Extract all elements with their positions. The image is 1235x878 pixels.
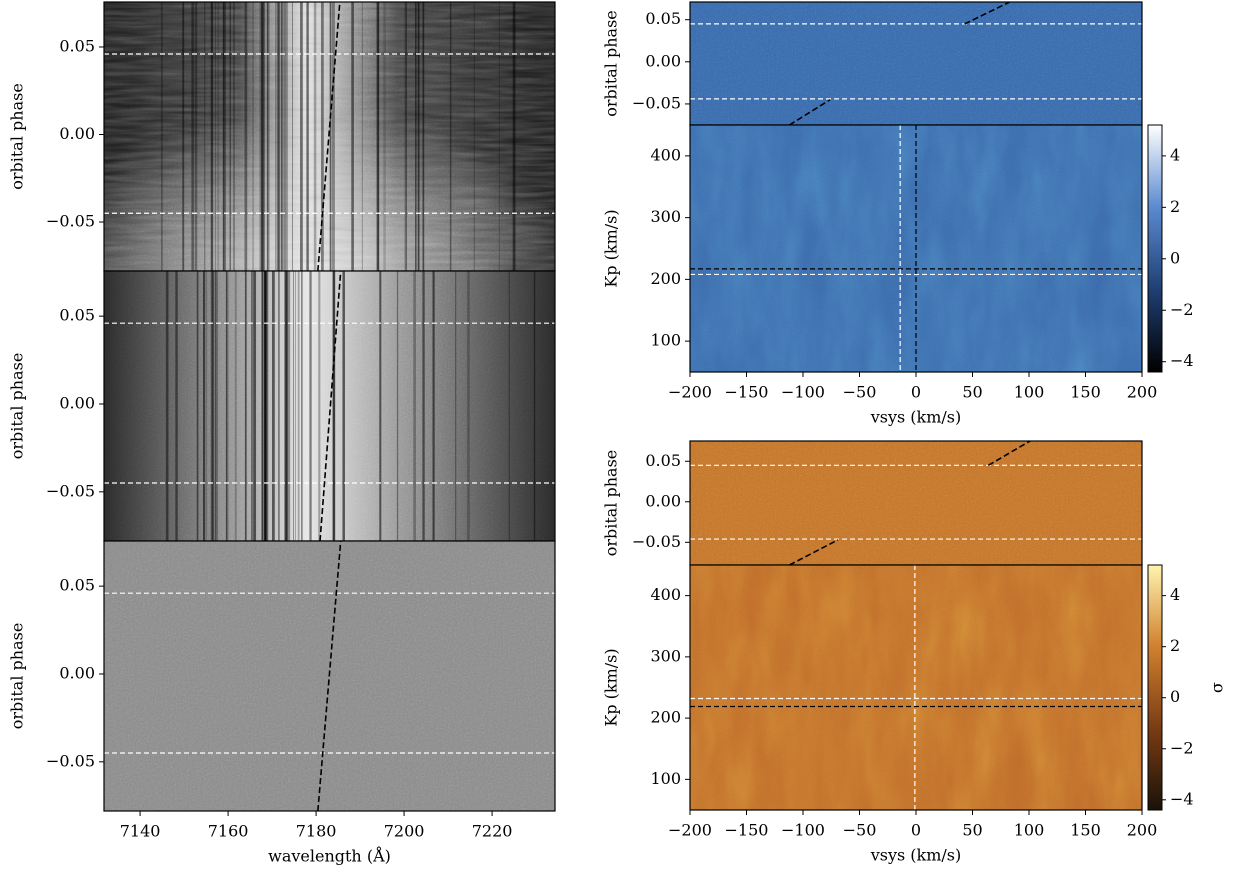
y-tick-label: 0.00 (645, 491, 681, 510)
colorbar-tick-label: 2 (1170, 197, 1180, 216)
x-tick-label: 150 (1070, 383, 1101, 402)
axes-frame (103, 540, 556, 812)
x-tick-label: 7140 (120, 822, 161, 841)
x-tick-label: −200 (668, 383, 712, 402)
y-tick-label: 400 (650, 585, 681, 604)
planet-trail (789, 539, 839, 565)
planet-trail (317, 541, 342, 811)
y-tick-label: 0.00 (59, 393, 95, 412)
x-tick-label: −150 (725, 383, 769, 402)
heatmap-texture (690, 565, 1142, 810)
x-tick-label: 50 (962, 383, 982, 402)
x-tick-label: −50 (843, 821, 877, 840)
y-tick-label: 300 (650, 207, 681, 226)
y-tick-label: 100 (650, 331, 681, 350)
x-tick-label: −100 (781, 383, 825, 402)
planet-trail (789, 99, 831, 125)
x-tick-label: −150 (725, 821, 769, 840)
x-tick-label: 100 (1014, 383, 1045, 402)
x-tick-label: 50 (962, 821, 982, 840)
x-tick-label: 100 (1014, 821, 1045, 840)
y-tick-label: 0.00 (59, 663, 95, 682)
y-tick-label: 400 (650, 145, 681, 164)
colorbar-tick-label: 2 (1170, 636, 1180, 655)
x-tick-label: 0 (911, 821, 921, 840)
y-axis-label: Kp (km/s) (602, 648, 621, 726)
y-tick-label: 0.00 (645, 51, 681, 70)
colorbar-tick-label: 4 (1170, 145, 1180, 164)
x-axis-label: vsys (km/s) (870, 846, 962, 865)
y-tick-label: 0.00 (59, 124, 95, 143)
y-axis-label: orbital phase (8, 623, 27, 730)
x-tick-label: −50 (843, 383, 877, 402)
colorbar-tick-label: 0 (1170, 687, 1180, 706)
heatmap (104, 271, 555, 541)
x-tick-label: 200 (1127, 821, 1158, 840)
y-tick-label: −0.05 (46, 211, 95, 230)
planet-trail (987, 441, 1031, 467)
heatmap-texture (690, 441, 1142, 565)
heatmap-texture (690, 2, 1142, 125)
x-tick-label: 7220 (472, 822, 513, 841)
heatmap (104, 541, 555, 811)
colorbar (1147, 124, 1163, 373)
y-axis-label: orbital phase (8, 353, 27, 460)
planet-trail (964, 2, 1011, 25)
colorbar-label: σ (1208, 682, 1227, 693)
heatmap (690, 125, 1142, 372)
colorbar-tick-label: 4 (1170, 585, 1180, 604)
colorbar-tick-label: 0 (1170, 248, 1180, 267)
colorbar-tick-label: −2 (1170, 738, 1194, 757)
y-tick-label: 300 (650, 646, 681, 665)
x-tick-label: −100 (781, 821, 825, 840)
heatmap (690, 441, 1142, 565)
y-axis-label: orbital phase (8, 83, 27, 190)
x-tick-label: 7160 (208, 822, 249, 841)
heatmap (690, 565, 1142, 810)
y-tick-label: −0.05 (46, 751, 95, 770)
y-tick-label: 200 (650, 269, 681, 288)
colorbar-tick-label: −2 (1170, 300, 1194, 319)
y-tick-label: −0.05 (632, 532, 681, 551)
y-tick-label: 0.05 (645, 9, 681, 28)
x-tick-label: 0 (911, 383, 921, 402)
colorbar (1147, 564, 1163, 811)
x-tick-label: 7200 (384, 822, 425, 841)
y-tick-label: 0.05 (645, 451, 681, 470)
colorbar-tick-label: −4 (1170, 351, 1194, 370)
x-tick-label: 7180 (296, 822, 337, 841)
y-axis-label: orbital phase (602, 10, 621, 117)
heatmap-texture (104, 271, 555, 541)
y-tick-label: 0.05 (59, 36, 95, 55)
y-tick-label: 0.05 (59, 576, 95, 595)
y-tick-label: −0.05 (46, 481, 95, 500)
y-tick-label: 100 (650, 769, 681, 788)
y-tick-label: 0.05 (59, 306, 95, 325)
x-axis-label: wavelength (Å) (268, 846, 391, 866)
x-axis-label: vsys (km/s) (870, 408, 962, 427)
heatmap (690, 2, 1142, 125)
x-tick-label: 200 (1127, 383, 1158, 402)
heatmap (104, 2, 555, 271)
y-axis-label: Kp (km/s) (602, 209, 621, 287)
planet-trail (319, 271, 342, 541)
colorbar-tick-label: −4 (1170, 789, 1194, 808)
y-tick-label: −0.05 (632, 93, 681, 112)
x-tick-label: −200 (668, 821, 712, 840)
x-tick-label: 150 (1070, 821, 1101, 840)
y-axis-label: orbital phase (602, 450, 621, 557)
y-tick-label: 200 (650, 708, 681, 727)
